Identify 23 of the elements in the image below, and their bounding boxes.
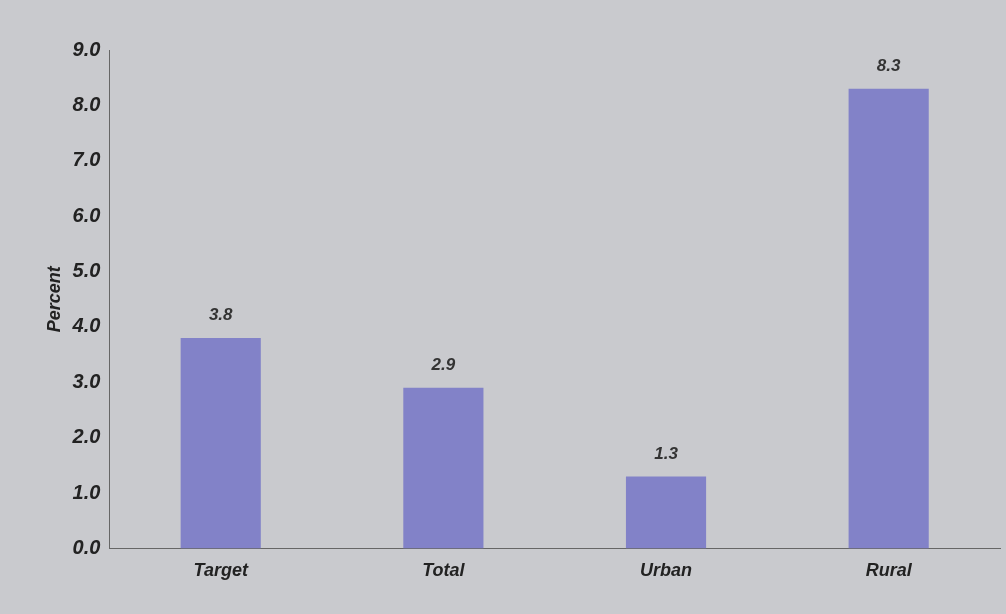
y-tick-label: 1.0 [72, 480, 101, 503]
y-axis-title: Percent [43, 265, 64, 333]
y-tick-label: 2.0 [71, 425, 101, 448]
bar [625, 476, 707, 549]
y-tick-label: 6.0 [72, 203, 101, 226]
y-tick-label: 4.0 [71, 314, 101, 337]
x-tick-label: Rural [865, 560, 913, 581]
bar [403, 387, 484, 549]
data-label: 1.3 [654, 443, 679, 463]
x-tick-label: Urban [640, 560, 693, 581]
y-tick-label: 5.0 [72, 259, 101, 282]
y-tick-label: 8.0 [72, 92, 101, 115]
data-label: 2.9 [430, 354, 456, 374]
x-tick-label: Target [193, 560, 249, 581]
y-tick-label: 9.0 [72, 37, 101, 60]
data-label: 8.3 [876, 55, 902, 75]
y-tick-label: 3.0 [72, 369, 101, 392]
bar [848, 88, 929, 549]
data-label: 3.8 [208, 305, 234, 325]
x-tick-label: Total [422, 560, 466, 581]
y-tick-label: 0.0 [72, 535, 101, 558]
bar [180, 337, 261, 549]
y-tick-label: 7.0 [72, 148, 101, 171]
